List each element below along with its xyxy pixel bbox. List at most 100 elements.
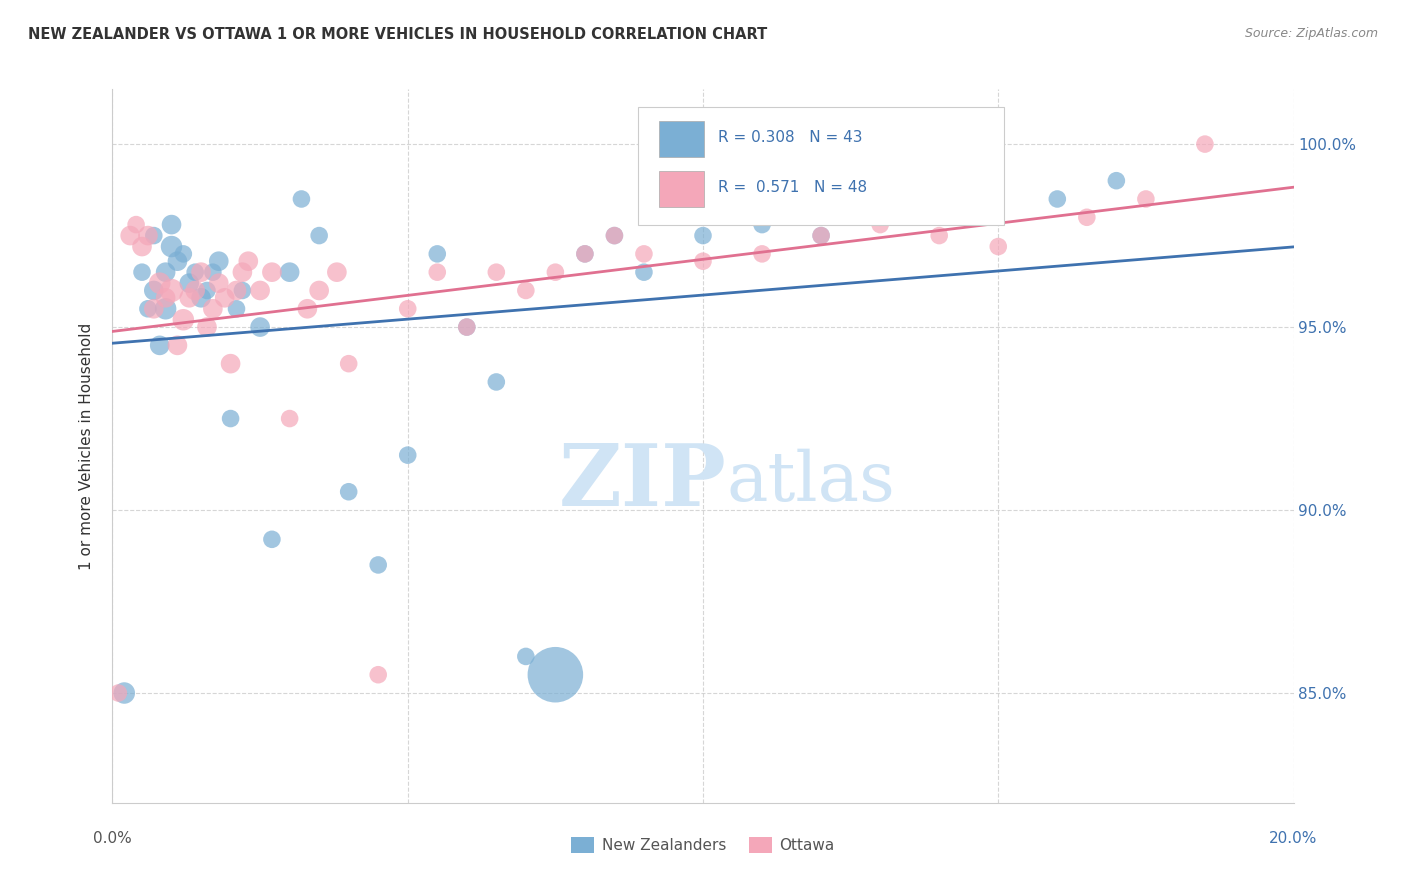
Text: ZIP: ZIP [558,440,727,524]
Point [810,228,832,243]
Point [107,686,129,700]
Point [260,265,283,279]
Point [692,228,714,243]
Point [155,291,177,305]
Point [201,265,224,279]
Point [225,301,247,316]
Point [195,320,218,334]
Point [190,265,212,279]
Point [544,265,567,279]
Point [278,265,301,279]
Point [574,247,596,261]
Point [112,686,135,700]
Point [238,254,260,268]
Point [120,228,142,243]
Point [751,218,773,232]
Point [1135,192,1157,206]
Point [149,276,172,290]
Point [337,484,360,499]
Point [136,228,159,243]
Point [603,228,626,243]
Point [751,247,773,261]
Point [142,228,165,243]
FancyBboxPatch shape [659,171,704,207]
Point [125,218,148,232]
Point [426,265,449,279]
Point [278,411,301,425]
Point [456,320,478,334]
Point [396,448,419,462]
Point [219,411,242,425]
Point [367,558,389,572]
Point [179,291,201,305]
Point [160,239,183,253]
Point [396,301,419,316]
Text: R = 0.308   N = 43: R = 0.308 N = 43 [718,130,863,145]
Point [485,375,508,389]
Point [1105,174,1128,188]
Point [131,239,153,253]
Point [208,254,231,268]
Point [190,291,212,305]
FancyBboxPatch shape [659,121,704,157]
Point [456,320,478,334]
Point [544,667,567,681]
Point [987,239,1010,253]
Text: R =  0.571   N = 48: R = 0.571 N = 48 [718,180,868,195]
Point [928,228,950,243]
Point [166,254,188,268]
Point [326,265,349,279]
Text: 0.0%: 0.0% [93,831,132,847]
Point [633,247,655,261]
Point [155,265,177,279]
Point [142,301,165,316]
Point [160,218,183,232]
Point [160,284,183,298]
Point [633,265,655,279]
Point [231,284,253,298]
Text: Source: ZipAtlas.com: Source: ZipAtlas.com [1244,27,1378,40]
Point [810,228,832,243]
Legend: New Zealanders, Ottawa: New Zealanders, Ottawa [565,831,841,859]
Point [155,301,177,316]
Point [603,228,626,243]
Point [179,276,201,290]
Point [249,284,271,298]
Point [219,357,242,371]
Y-axis label: 1 or more Vehicles in Household: 1 or more Vehicles in Household [79,322,94,570]
Point [260,533,283,547]
Point [1046,192,1069,206]
Point [308,228,330,243]
Point [869,218,891,232]
Text: 20.0%: 20.0% [1270,831,1317,847]
Text: atlas: atlas [727,449,896,515]
Point [214,291,236,305]
Point [367,667,389,681]
Point [184,284,207,298]
Point [172,247,194,261]
Point [166,338,188,352]
Point [184,265,207,279]
Point [297,301,319,316]
Point [1194,137,1216,152]
Point [515,284,537,298]
Point [142,284,165,298]
Point [1076,211,1098,225]
Point [337,357,360,371]
Point [149,338,172,352]
Point [136,301,159,316]
Point [195,284,218,298]
Point [201,301,224,316]
Point [574,247,596,261]
Point [172,312,194,326]
Point [485,265,508,279]
Point [249,320,271,334]
Point [225,284,247,298]
Point [426,247,449,261]
Point [131,265,153,279]
Point [515,649,537,664]
Point [692,254,714,268]
Point [308,284,330,298]
Point [869,211,891,225]
Point [231,265,253,279]
